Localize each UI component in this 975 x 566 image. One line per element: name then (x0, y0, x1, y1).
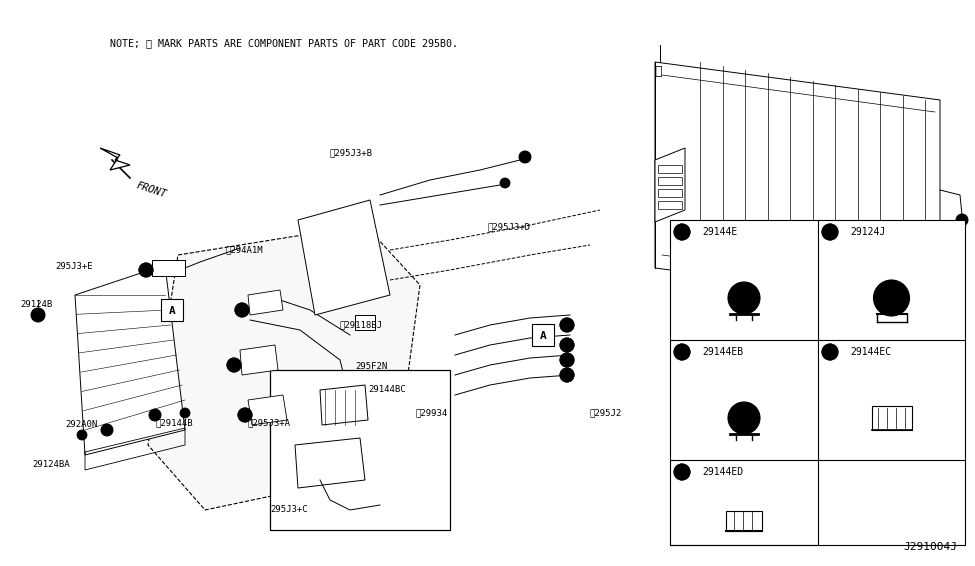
Circle shape (735, 409, 753, 427)
Text: A: A (539, 331, 546, 341)
Text: a: a (680, 228, 684, 237)
Text: d: d (828, 348, 833, 357)
Text: c: c (680, 348, 684, 357)
FancyBboxPatch shape (152, 260, 185, 276)
Polygon shape (320, 385, 368, 425)
FancyBboxPatch shape (532, 324, 554, 346)
Polygon shape (100, 148, 130, 170)
Text: 29124BA: 29124BA (32, 460, 69, 469)
Circle shape (139, 263, 153, 277)
Text: 29144ED: 29144ED (702, 467, 743, 477)
Text: 29124J: 29124J (850, 227, 885, 237)
Circle shape (674, 344, 690, 360)
Circle shape (822, 224, 838, 240)
Circle shape (500, 178, 510, 188)
Text: b: b (828, 228, 833, 237)
Text: c: c (243, 410, 248, 419)
Text: FRONT: FRONT (135, 180, 168, 199)
FancyBboxPatch shape (872, 406, 912, 430)
Text: b: b (143, 265, 148, 275)
Text: 29144EC: 29144EC (850, 347, 891, 357)
Circle shape (956, 214, 968, 226)
FancyBboxPatch shape (726, 511, 762, 530)
FancyBboxPatch shape (658, 201, 682, 209)
Text: ※29118BJ: ※29118BJ (340, 320, 383, 329)
Polygon shape (75, 265, 185, 455)
FancyBboxPatch shape (355, 315, 375, 330)
Text: 292A0N: 292A0N (65, 420, 98, 429)
Circle shape (728, 402, 760, 434)
Text: 29144EB: 29144EB (702, 347, 743, 357)
Text: ※29934: ※29934 (415, 408, 448, 417)
Text: d: d (565, 371, 569, 379)
Text: J291004J: J291004J (903, 542, 957, 552)
Polygon shape (655, 148, 685, 222)
Polygon shape (240, 345, 278, 375)
FancyBboxPatch shape (658, 165, 682, 173)
Text: 295F2N: 295F2N (355, 362, 387, 371)
Text: ※295J3+B: ※295J3+B (330, 148, 373, 157)
Circle shape (674, 464, 690, 480)
Text: ※: ※ (654, 65, 661, 78)
Circle shape (822, 344, 838, 360)
Polygon shape (295, 438, 365, 488)
Text: ※29144B: ※29144B (155, 418, 193, 427)
FancyBboxPatch shape (161, 299, 183, 321)
Circle shape (560, 368, 574, 382)
Polygon shape (298, 200, 390, 315)
Circle shape (560, 318, 574, 332)
Text: ※295J3+A: ※295J3+A (248, 418, 291, 427)
FancyBboxPatch shape (670, 220, 965, 545)
Polygon shape (655, 62, 940, 305)
Text: ※294A1M: ※294A1M (225, 245, 262, 254)
Circle shape (149, 409, 161, 421)
Circle shape (735, 289, 753, 307)
Circle shape (101, 424, 113, 436)
Circle shape (874, 280, 910, 316)
Text: c: c (565, 355, 569, 365)
Text: a: a (565, 320, 569, 329)
Text: e: e (680, 468, 684, 477)
Text: 29144E: 29144E (702, 227, 737, 237)
Circle shape (77, 430, 87, 440)
Circle shape (560, 338, 574, 352)
Circle shape (560, 353, 574, 367)
Text: 29124B: 29124B (20, 300, 53, 309)
FancyBboxPatch shape (658, 189, 682, 197)
Circle shape (674, 224, 690, 240)
Circle shape (235, 303, 249, 317)
Polygon shape (248, 290, 283, 315)
Text: e: e (240, 306, 245, 315)
Text: NOTE; ※ MARK PARTS ARE COMPONENT PARTS OF PART CODE 295B0.: NOTE; ※ MARK PARTS ARE COMPONENT PARTS O… (110, 38, 458, 48)
Circle shape (180, 408, 190, 418)
Text: A: A (169, 306, 176, 316)
Circle shape (728, 282, 760, 314)
Text: 295J3+C: 295J3+C (270, 505, 308, 514)
FancyBboxPatch shape (270, 370, 450, 530)
Text: 295J3+E: 295J3+E (55, 262, 93, 271)
FancyBboxPatch shape (658, 177, 682, 185)
Circle shape (519, 151, 531, 163)
Text: 29144BC: 29144BC (368, 385, 406, 394)
Text: c: c (232, 361, 236, 370)
Polygon shape (148, 225, 420, 510)
Circle shape (238, 408, 252, 422)
Text: b: b (565, 341, 569, 349)
Polygon shape (248, 395, 287, 425)
Text: ※295J2: ※295J2 (590, 408, 622, 417)
Circle shape (227, 358, 241, 372)
Circle shape (31, 308, 45, 322)
Text: ※295J3+D: ※295J3+D (488, 222, 531, 231)
